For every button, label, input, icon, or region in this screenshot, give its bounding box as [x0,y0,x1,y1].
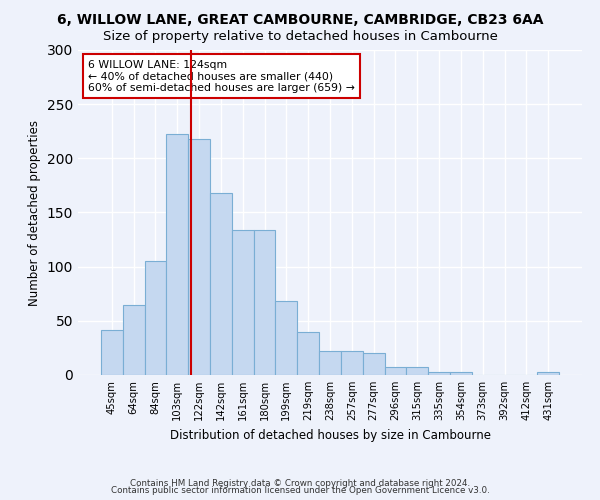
Text: Size of property relative to detached houses in Cambourne: Size of property relative to detached ho… [103,30,497,43]
Bar [232,230,254,375]
Bar [166,134,188,375]
Text: 6, WILLOW LANE, GREAT CAMBOURNE, CAMBRIDGE, CB23 6AA: 6, WILLOW LANE, GREAT CAMBOURNE, CAMBRID… [57,12,543,26]
Text: Contains public sector information licensed under the Open Government Licence v3: Contains public sector information licen… [110,486,490,495]
Bar [319,351,341,375]
Bar [406,368,428,375]
Bar [101,330,123,375]
Text: 6 WILLOW LANE: 124sqm
← 40% of detached houses are smaller (440)
60% of semi-det: 6 WILLOW LANE: 124sqm ← 40% of detached … [88,60,355,93]
Bar [450,372,472,375]
Bar [123,304,145,375]
Bar [363,354,385,375]
Bar [341,351,363,375]
Bar [145,261,166,375]
Bar [297,332,319,375]
X-axis label: Distribution of detached houses by size in Cambourne: Distribution of detached houses by size … [170,428,491,442]
Bar [275,302,297,375]
Bar [210,193,232,375]
Bar [385,368,406,375]
Bar [428,372,450,375]
Y-axis label: Number of detached properties: Number of detached properties [28,120,41,306]
Text: Contains HM Land Registry data © Crown copyright and database right 2024.: Contains HM Land Registry data © Crown c… [130,478,470,488]
Bar [188,139,210,375]
Bar [537,372,559,375]
Bar [254,230,275,375]
